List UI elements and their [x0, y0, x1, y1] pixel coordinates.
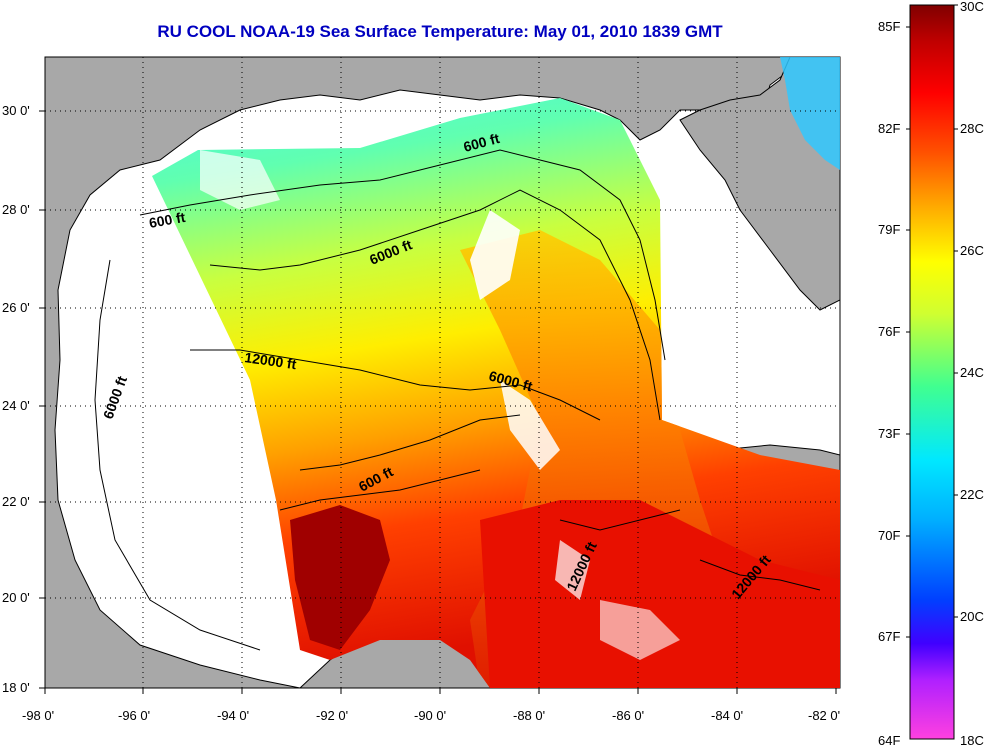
- colorbar-label-f: 64F: [878, 733, 900, 748]
- contour-label: 600 ft: [148, 209, 187, 231]
- lon-label: -98 0': [22, 708, 54, 723]
- contour-label: 12000 ft: [244, 349, 298, 372]
- lon-label: -82 0': [808, 708, 840, 723]
- lon-label: -92 0': [316, 708, 348, 723]
- colorbar: [909, 4, 955, 740]
- lat-label: 30 0': [2, 103, 30, 118]
- sst-atlantic-strip: [780, 57, 840, 170]
- colorbar-label-f: 85F: [878, 19, 900, 34]
- colorbar-label-c: 22C: [960, 487, 984, 502]
- lon-label: -90 0': [414, 708, 446, 723]
- colorbar-ticks: [906, 4, 958, 638]
- lat-label: 28 0': [2, 202, 30, 217]
- colorbar-label-f: 70F: [878, 528, 900, 543]
- lon-label: -84 0': [711, 708, 743, 723]
- lon-label: -94 0': [217, 708, 249, 723]
- colorbar-label-f: 76F: [878, 324, 900, 339]
- colorbar-label-c: 28C: [960, 121, 984, 136]
- lat-label: 24 0': [2, 398, 30, 413]
- lon-label: -88 0': [513, 708, 545, 723]
- lon-label: -96 0': [118, 708, 150, 723]
- colorbar-label-f: 79F: [878, 222, 900, 237]
- colorbar-label-f: 67F: [878, 629, 900, 644]
- bathymetry-contours: [94, 149, 821, 651]
- colorbar-label-c: 30C: [960, 0, 984, 14]
- frame-ticks: [39, 110, 837, 694]
- colorbar-label-c: 24C: [960, 365, 984, 380]
- colorbar-label-c: 26C: [960, 243, 984, 258]
- lat-label: 20 0': [2, 590, 30, 605]
- lon-label: -86 0': [612, 708, 644, 723]
- graticule: [45, 57, 840, 688]
- colorbar-label-f: 82F: [878, 121, 900, 136]
- colorbar-label-f: 73F: [878, 426, 900, 441]
- colorbar-label-c: 18C: [960, 733, 984, 748]
- map-title: RU COOL NOAA-19 Sea Surface Temperature:…: [157, 22, 723, 41]
- lat-label: 26 0': [2, 300, 30, 315]
- lat-label: 18 0': [2, 680, 30, 695]
- colorbar-label-c: 20C: [960, 609, 984, 624]
- lat-label: 22 0': [2, 494, 30, 509]
